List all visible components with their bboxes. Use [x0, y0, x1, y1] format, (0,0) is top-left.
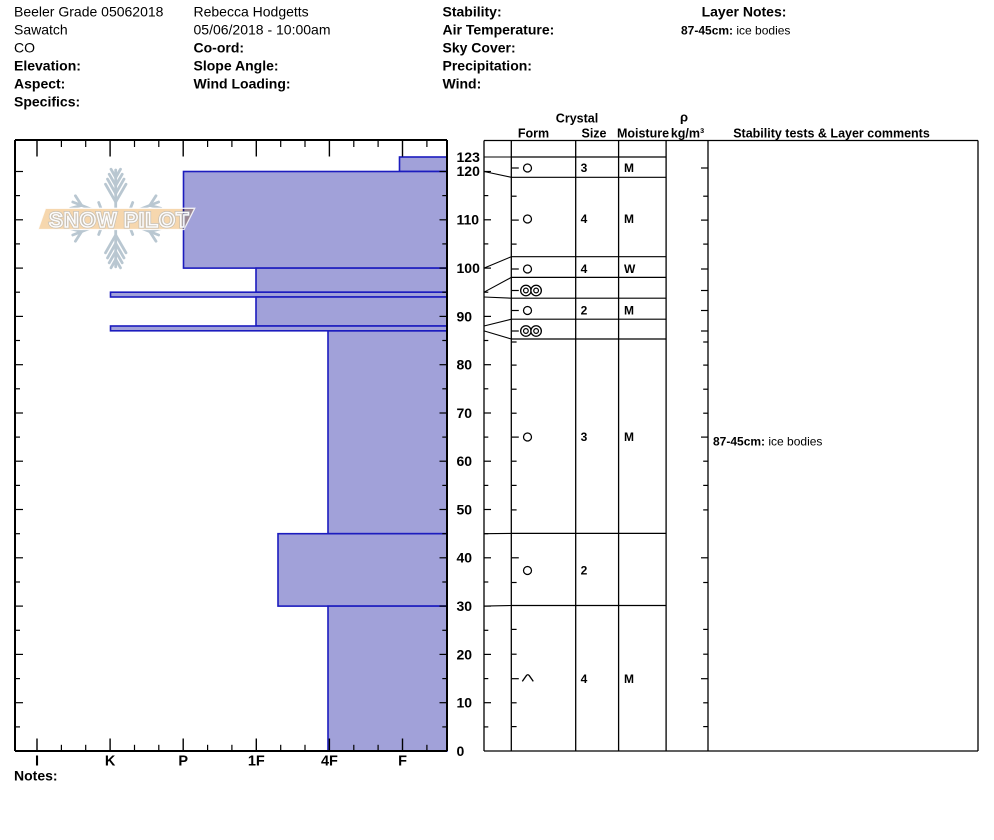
- svg-text:40: 40: [457, 550, 473, 566]
- svg-text:P: P: [178, 754, 188, 770]
- svg-text:Stability tests & Layer commen: Stability tests & Layer comments: [733, 126, 930, 140]
- svg-text:Wind Loading:: Wind Loading:: [194, 76, 291, 92]
- svg-text:M: M: [624, 430, 634, 444]
- svg-text:Layer Notes:: Layer Notes:: [702, 4, 787, 20]
- svg-text:123: 123: [457, 149, 481, 165]
- svg-text:Form: Form: [518, 126, 549, 140]
- svg-text:M: M: [624, 672, 634, 686]
- svg-text:60: 60: [457, 453, 473, 469]
- svg-text:Aspect:: Aspect:: [14, 76, 65, 92]
- svg-text:4F: 4F: [321, 754, 338, 770]
- svg-text:kg/m³: kg/m³: [671, 126, 704, 140]
- svg-text:I: I: [35, 754, 39, 770]
- svg-text:Air Temperature:: Air Temperature:: [443, 22, 555, 38]
- svg-text:0: 0: [457, 743, 465, 759]
- svg-text:30: 30: [457, 598, 473, 614]
- svg-text:Crystal: Crystal: [556, 112, 598, 126]
- svg-text:Specifics:: Specifics:: [14, 94, 80, 110]
- svg-text:Sawatch: Sawatch: [14, 22, 68, 38]
- svg-text:Size: Size: [581, 126, 606, 140]
- svg-text:20: 20: [457, 646, 473, 662]
- svg-text:05/06/2018 - 10:00am: 05/06/2018 - 10:00am: [194, 22, 331, 38]
- svg-text:50: 50: [457, 501, 473, 517]
- svg-text:Beeler Grade 05062018: Beeler Grade 05062018: [14, 4, 164, 20]
- svg-text:SNOW PILOT: SNOW PILOT: [49, 209, 190, 232]
- svg-text:4: 4: [581, 672, 588, 686]
- svg-text:3: 3: [581, 430, 588, 444]
- svg-text:Rebecca Hodgetts: Rebecca Hodgetts: [194, 4, 309, 20]
- svg-text:Notes:: Notes:: [14, 768, 58, 784]
- svg-text:ρ: ρ: [680, 110, 688, 125]
- svg-text:CO: CO: [14, 40, 35, 56]
- svg-text:87-45cm: ice bodies: 87-45cm: ice bodies: [681, 24, 790, 38]
- svg-text:4: 4: [581, 212, 588, 226]
- svg-text:K: K: [105, 754, 116, 770]
- svg-text:1F: 1F: [248, 754, 265, 770]
- svg-text:W: W: [624, 262, 636, 276]
- svg-text:90: 90: [457, 308, 473, 324]
- svg-text:Elevation:: Elevation:: [14, 58, 81, 74]
- svg-text:120: 120: [457, 163, 481, 179]
- svg-text:2: 2: [581, 304, 588, 318]
- svg-text:M: M: [624, 212, 634, 226]
- svg-text:Moisture: Moisture: [617, 126, 669, 140]
- svg-text:87-45cm: ice bodies: 87-45cm: ice bodies: [713, 434, 822, 448]
- svg-text:Sky Cover:: Sky Cover:: [443, 40, 516, 56]
- svg-text:F: F: [398, 754, 407, 770]
- svg-text:SNOW PILOT: SNOW PILOT: [49, 209, 190, 232]
- svg-text:Precipitation:: Precipitation:: [443, 58, 532, 74]
- svg-text:M: M: [624, 304, 634, 318]
- svg-text:Slope Angle:: Slope Angle:: [194, 58, 279, 74]
- svg-text:100: 100: [457, 260, 481, 276]
- svg-text:3: 3: [581, 161, 588, 175]
- svg-text:M: M: [624, 161, 634, 175]
- svg-text:70: 70: [457, 405, 473, 421]
- svg-text:Wind:: Wind:: [443, 76, 482, 92]
- svg-text:80: 80: [457, 357, 473, 373]
- svg-text:110: 110: [457, 212, 480, 228]
- svg-text:4: 4: [581, 262, 588, 276]
- svg-text:Stability:: Stability:: [443, 4, 502, 20]
- svg-text:2: 2: [581, 564, 588, 578]
- svg-text:Co-ord:: Co-ord:: [194, 40, 245, 56]
- svg-text:10: 10: [457, 695, 473, 711]
